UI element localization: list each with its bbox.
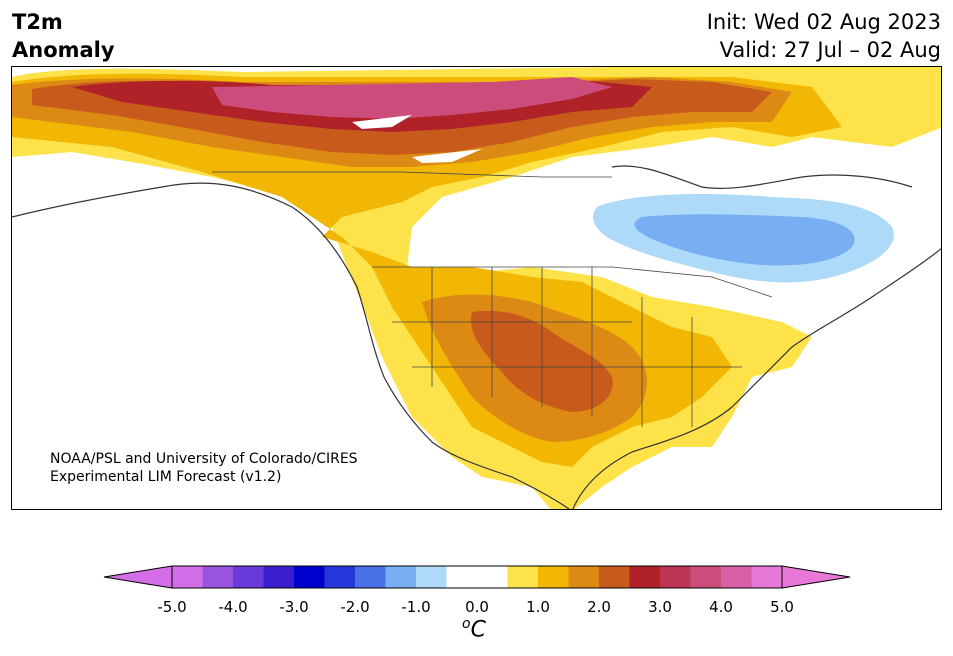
lake-white-2	[412, 149, 482, 163]
title-line-1: T2m	[12, 10, 63, 34]
colorbar-cell	[721, 566, 752, 588]
colorbar-tick-label: 0.0	[465, 598, 489, 616]
title-line-2: Anomaly	[12, 38, 115, 62]
colorbar-cell	[385, 566, 417, 588]
colorbar-cell	[538, 566, 569, 588]
colorbar-cell	[263, 566, 295, 588]
lake-white-1	[352, 115, 412, 129]
colorbar-cell	[446, 566, 478, 588]
colorbar-tick-label: -3.0	[279, 598, 309, 616]
colorbar-cell	[599, 566, 630, 588]
credit-text: NOAA/PSL and University of Colorado/CIRE…	[50, 450, 358, 486]
colorbar-unit: oC	[462, 616, 486, 642]
colorbar-cell	[568, 566, 600, 588]
colorbar-tick-label: 5.0	[770, 598, 794, 616]
colorbar-tick-label: -1.0	[401, 598, 431, 616]
colorbar-cell	[416, 566, 447, 588]
colorbar-tick-label: 4.0	[709, 598, 733, 616]
colorbar-tick-label: -4.0	[218, 598, 248, 616]
colorbar-cell	[507, 566, 539, 588]
init-date: Init: Wed 02 Aug 2023	[706, 10, 941, 34]
colorbar-cell	[660, 566, 691, 588]
credit-line-1: NOAA/PSL and University of Colorado/CIRE…	[50, 451, 358, 467]
map-canvas	[12, 67, 941, 509]
colorbar-over-arrow	[781, 565, 850, 589]
colorbar-cell	[172, 566, 203, 588]
colorbar-cell	[629, 566, 661, 588]
colorbar-cell	[751, 566, 783, 588]
colorbar-cell	[355, 566, 386, 588]
colorbar-cell	[324, 566, 356, 588]
colorbar-cell	[477, 566, 508, 588]
cold-region-mid-blue	[634, 214, 855, 266]
valid-range: Valid: 27 Jul – 02 Aug	[719, 38, 941, 62]
colorbar-under-arrow	[104, 565, 173, 589]
coastlines	[12, 165, 941, 509]
colorbar-cell	[294, 566, 325, 588]
warm-region-dark-orange	[32, 79, 772, 412]
warm-region-orange	[12, 77, 792, 442]
state-borders	[212, 171, 773, 427]
colorbar-cells	[104, 565, 850, 589]
map-title: T2m Anomaly	[12, 8, 115, 64]
colorbar-cell	[233, 566, 264, 588]
colorbar-cell	[202, 566, 234, 588]
colorbar-tick-label: -5.0	[157, 598, 187, 616]
colorbar-tick-label: -2.0	[340, 598, 370, 616]
credit-line-2: Experimental LIM Forecast (v1.2)	[50, 469, 282, 485]
colorbar	[104, 565, 850, 589]
colorbar-cell	[690, 566, 722, 588]
unit-base: C	[470, 617, 486, 643]
forecast-dates: Init: Wed 02 Aug 2023 Valid: 27 Jul – 02…	[707, 8, 941, 64]
colorbar-border	[171, 565, 783, 589]
anomaly-map: NOAA/PSL and University of Colorado/CIRE…	[11, 66, 942, 510]
colorbar-tick-label: 2.0	[587, 598, 611, 616]
unit-superscript: o	[462, 616, 471, 632]
colorbar-tick-label: 1.0	[526, 598, 550, 616]
colorbar-tick-label: 3.0	[648, 598, 672, 616]
warm-region-magenta	[212, 77, 612, 119]
